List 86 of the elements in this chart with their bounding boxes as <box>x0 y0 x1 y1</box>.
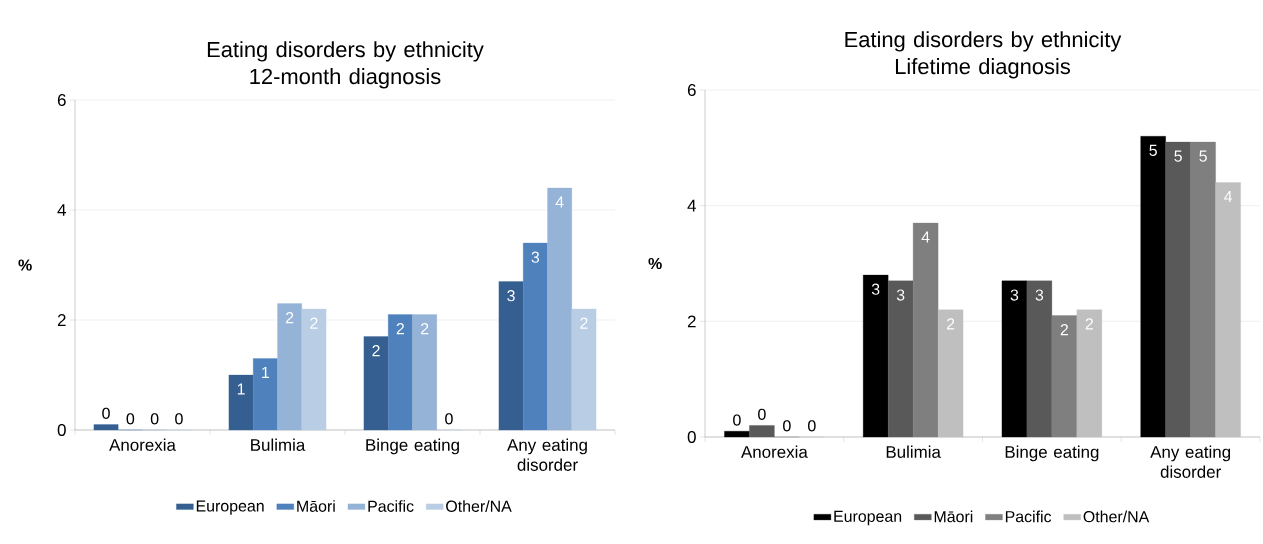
bar <box>1076 309 1102 438</box>
x-tick-label: Binge eating <box>1005 445 1099 462</box>
legend-label: Māori <box>297 500 335 512</box>
bar <box>1140 136 1166 438</box>
bar <box>1215 182 1241 438</box>
legend-label: Māori <box>934 510 973 523</box>
bar <box>571 308 597 431</box>
bar <box>388 314 413 431</box>
data-label: 2 <box>372 345 380 357</box>
data-label: 3 <box>531 251 540 263</box>
data-label: 1 <box>237 383 245 395</box>
data-label: 3 <box>1035 289 1044 301</box>
y-tick-label: 0 <box>57 424 66 436</box>
y-axis-title: % <box>18 259 32 271</box>
bar <box>749 425 775 438</box>
bar <box>93 424 119 431</box>
y-tick-label: 2 <box>57 314 66 326</box>
y-tick-label: 6 <box>57 94 66 107</box>
data-label: 2 <box>310 317 318 329</box>
x-tick-label: Bulimia <box>886 445 941 458</box>
x-tick-label: Any eating disorder <box>507 438 587 471</box>
legend-label: Other/NA <box>1083 510 1150 523</box>
data-label: 0 <box>733 414 741 426</box>
x-tick-label: Bulimia <box>251 438 306 451</box>
bar <box>253 358 278 431</box>
bar <box>1190 141 1216 438</box>
legend-label: Other/NA <box>446 500 512 512</box>
data-label: 0 <box>758 408 766 420</box>
bar <box>1026 280 1053 438</box>
bar <box>724 431 750 438</box>
bar <box>863 274 889 438</box>
data-label: 4 <box>555 196 564 208</box>
legend-label: Pacific <box>368 500 414 512</box>
bar <box>1165 141 1191 438</box>
data-label: 0 <box>126 413 135 425</box>
y-tick-label: 6 <box>687 84 696 96</box>
data-label: 2 <box>396 323 404 335</box>
data-label: 5 <box>1174 150 1182 162</box>
x-tick-label: Anorexia <box>740 445 808 458</box>
data-label: 2 <box>946 318 955 330</box>
data-label: 0 <box>150 413 159 425</box>
data-label: 3 <box>507 290 515 302</box>
data-label: 0 <box>808 420 816 432</box>
data-label: 1 <box>262 367 269 378</box>
x-tick-label: Anorexia <box>109 438 176 451</box>
data-label: 2 <box>286 312 294 324</box>
data-label: 4 <box>1224 191 1233 203</box>
data-label: 2 <box>1060 324 1068 336</box>
data-label: 2 <box>580 317 588 329</box>
bar <box>277 303 302 431</box>
bar <box>888 280 914 438</box>
data-label: 3 <box>1010 289 1019 301</box>
data-label: 2 <box>421 323 429 335</box>
x-tick-label: Binge eating <box>366 438 459 455</box>
bar <box>523 242 548 431</box>
bar <box>498 281 524 431</box>
bar <box>301 308 327 431</box>
bar <box>1051 315 1078 438</box>
data-label: 0 <box>102 407 110 419</box>
bar <box>412 314 437 431</box>
data-label: 5 <box>1149 144 1157 156</box>
data-label: 3 <box>896 289 905 301</box>
data-label: 0 <box>445 413 453 425</box>
y-tick-label: 0 <box>687 431 696 443</box>
chart-title: Eating disorders by ethnicity Lifetime diagnosis <box>845 31 1122 79</box>
data-label: 3 <box>871 283 880 295</box>
data-label: 0 <box>175 413 183 425</box>
bar <box>228 374 254 431</box>
data-label: 2 <box>1085 318 1093 330</box>
bar <box>1001 280 1028 438</box>
bar <box>547 187 572 431</box>
bar <box>912 222 939 438</box>
bar <box>937 309 964 438</box>
y-tick-label: 4 <box>687 199 696 212</box>
y-tick-label: 4 <box>57 204 66 216</box>
legend-label: Pacific <box>1005 510 1052 523</box>
data-label: 0 <box>783 420 791 432</box>
legend-label: European <box>834 510 902 526</box>
legend-label: European <box>196 500 264 515</box>
x-tick-label: Any eating disorder <box>1150 445 1231 478</box>
y-axis-title: % <box>648 257 662 270</box>
bar <box>363 336 389 431</box>
data-label: 5 <box>1199 150 1207 162</box>
chart-title: Eating disorders by ethnicity 12-month diagnosis <box>207 41 484 89</box>
data-label: 4 <box>921 231 930 243</box>
y-tick-label: 2 <box>687 315 696 328</box>
